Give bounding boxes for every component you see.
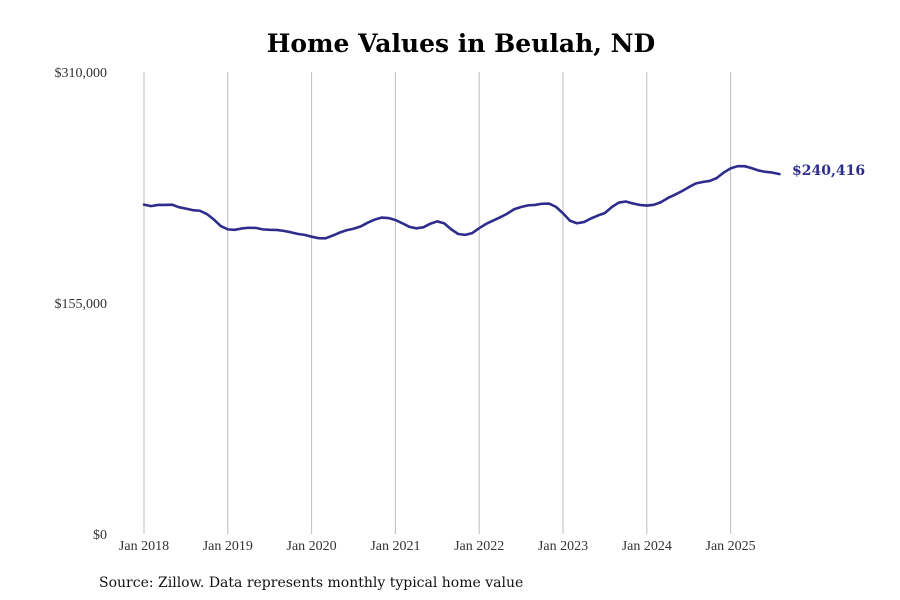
- y-tick-label: $0: [93, 528, 107, 543]
- axis-labels: Jan 2018 Jan 2019 Jan 2020 Jan 2021 Jan 2022…: [55, 66, 756, 554]
- x-tick-label: Jan 2019: [203, 539, 253, 554]
- x-tick-label: Jan 2023: [538, 539, 588, 554]
- x-tick-label: Jan 2021: [370, 539, 420, 554]
- x-tick-label: Jan 2025: [706, 539, 756, 554]
- gridlines: [143, 72, 732, 534]
- y-tick-label: $155,000: [55, 297, 108, 312]
- source-note: Source: Zillow. Data represents monthly …: [99, 575, 523, 591]
- end-value-label: $240,416: [792, 163, 865, 179]
- x-tick-label: Jan 2022: [454, 539, 504, 554]
- series-line: [142, 164, 781, 240]
- x-tick-label: Jan 2024: [622, 539, 672, 554]
- x-tick-label: Jan 2018: [119, 539, 169, 554]
- y-tick-label: $310,000: [55, 66, 108, 81]
- chart-title: Home Values in Beulah, ND: [267, 29, 655, 58]
- series-lines: [142, 164, 781, 240]
- x-tick-label: Jan 2020: [287, 539, 337, 554]
